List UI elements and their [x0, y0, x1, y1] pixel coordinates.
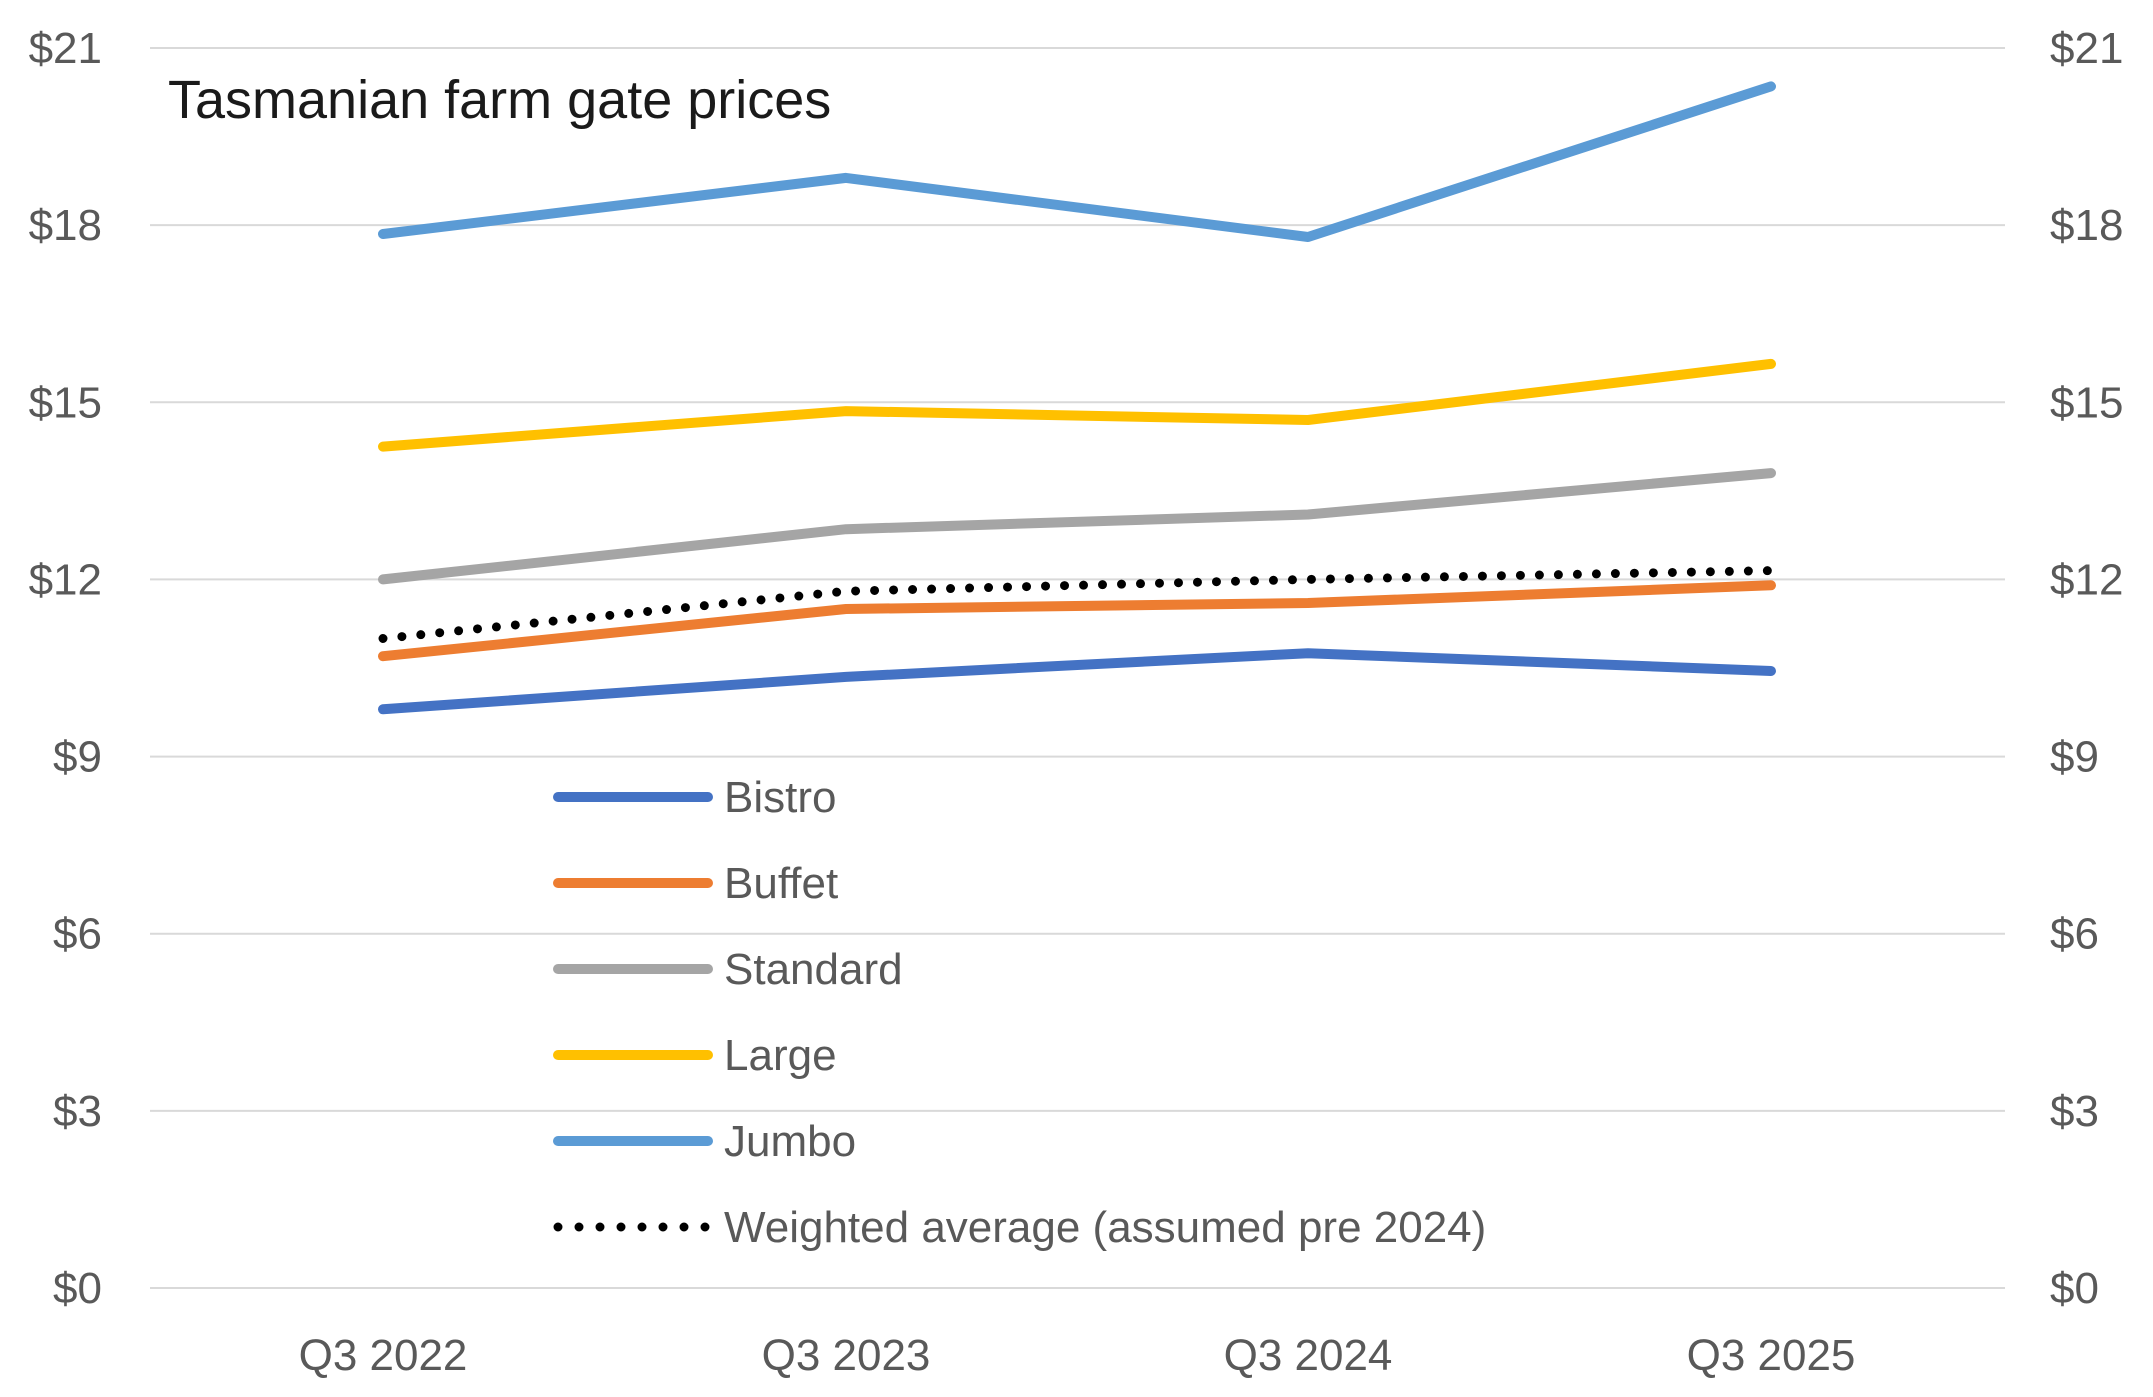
y-tick-label-left: $9 — [53, 733, 102, 782]
y-tick-label-left: $0 — [53, 1264, 102, 1313]
x-tick-label: Q3 2024 — [1224, 1331, 1393, 1380]
series-line-bistro — [378, 648, 1776, 715]
y-tick-label-right: $6 — [2050, 910, 2099, 959]
series-weighted-average-assumed-pre-2024 — [378, 566, 1776, 643]
y-tick-label-left: $18 — [29, 201, 102, 250]
legend-label: Buffet — [724, 859, 838, 908]
y-tick-label-left: $6 — [53, 910, 102, 959]
legend-label: Weighted average (assumed pre 2024) — [724, 1203, 1486, 1252]
y-tick-label-right: $21 — [2050, 24, 2123, 73]
legend-item-large: Large — [553, 1031, 837, 1080]
legend-item-buffet: Buffet — [553, 859, 838, 908]
y-tick-label-left: $15 — [29, 378, 102, 427]
series-line-weighted-average-assumed-pre-2024 — [378, 566, 1776, 643]
x-tick-label: Q3 2023 — [762, 1331, 931, 1380]
y-axis-left: $0 $3 $6 $9 $12 $15 $18 $21 — [29, 24, 102, 1313]
y-tick-label-right: $15 — [2050, 378, 2123, 427]
legend-item-standard: Standard — [553, 945, 903, 994]
y-tick-label-right: $3 — [2050, 1087, 2099, 1136]
legend-label: Large — [724, 1031, 837, 1080]
y-tick-label-left: $21 — [29, 24, 102, 73]
series-jumbo — [378, 81, 1776, 242]
y-axis-right: $0 $3 $6 $9 $12 $15 $18 $21 — [2050, 24, 2123, 1313]
series-line-jumbo — [378, 81, 1776, 242]
y-tick-label-left: $3 — [53, 1087, 102, 1136]
series-line-large — [378, 358, 1776, 452]
legend-item-jumbo: Jumbo — [553, 1117, 856, 1166]
series-buffet — [378, 580, 1776, 662]
series-line-standard — [378, 468, 1776, 585]
chart-title: Tasmanian farm gate prices — [168, 70, 831, 130]
y-tick-label-right: $9 — [2050, 733, 2099, 782]
legend: Bistro Buffet Standard Large Jumbo Weighted a… — [553, 773, 1486, 1252]
legend-item-weighted-average-assumed-pre-2024: Weighted average (assumed pre 2024) — [553, 1203, 1486, 1252]
y-tick-label-right: $18 — [2050, 201, 2123, 250]
series-large — [378, 358, 1776, 452]
legend-label: Bistro — [724, 773, 836, 822]
x-tick-label: Q3 2025 — [1687, 1331, 1856, 1380]
y-tick-label-right: $0 — [2050, 1264, 2099, 1313]
series-bistro — [378, 648, 1776, 715]
legend-item-bistro: Bistro — [553, 773, 836, 822]
series-lines — [378, 81, 1776, 715]
y-tick-label-right: $12 — [2050, 555, 2123, 604]
x-axis: Q3 2022 Q3 2023 Q3 2024 Q3 2025 — [299, 1331, 1856, 1380]
y-tick-label-left: $12 — [29, 555, 102, 604]
series-standard — [378, 468, 1776, 585]
series-line-buffet — [378, 580, 1776, 662]
legend-label: Jumbo — [724, 1117, 856, 1166]
legend-label: Standard — [724, 945, 903, 994]
x-tick-label: Q3 2022 — [299, 1331, 468, 1380]
